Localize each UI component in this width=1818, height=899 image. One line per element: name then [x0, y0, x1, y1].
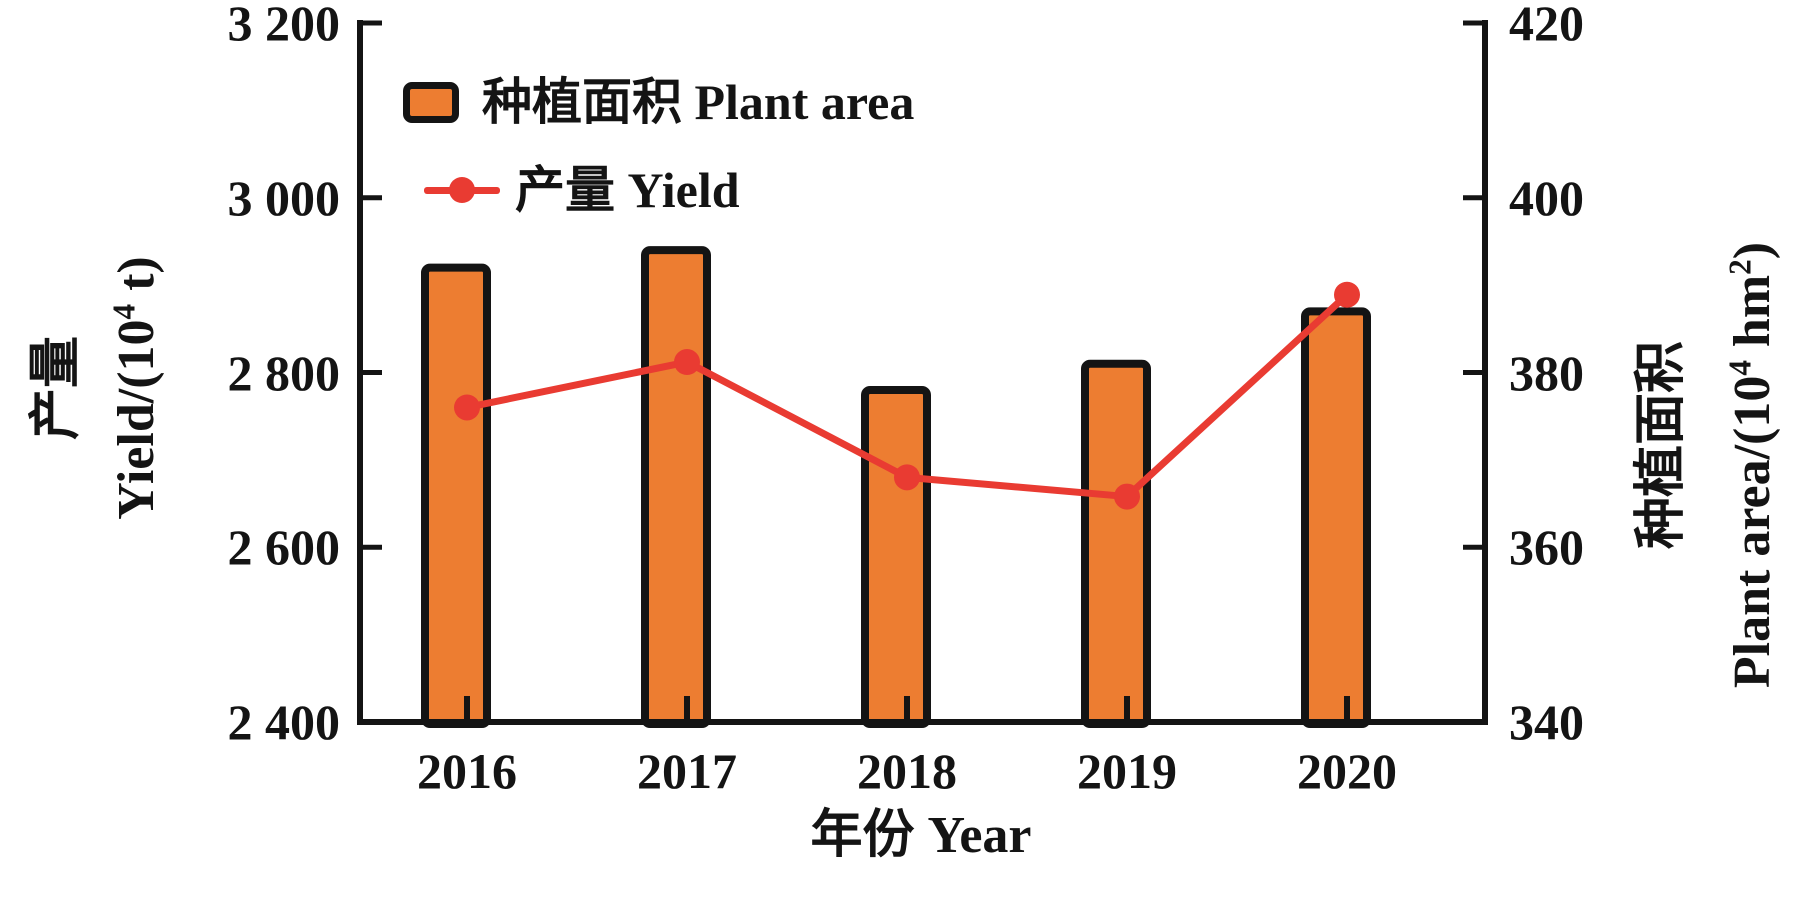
right-axis-title-en: Plant area/(104 hm2): [1723, 241, 1781, 689]
right-axis-title-en-sup: 4: [1722, 360, 1758, 376]
left-axis-title-zh: 产量: [28, 335, 85, 441]
right-axis-title-en-pre: Plant area/(10: [1724, 375, 1781, 689]
bar-series: [421, 246, 1371, 729]
plant-area-bar-2020: [1301, 307, 1371, 728]
plant-area-bar-2016: [421, 263, 491, 728]
yield-dot-2019: [1114, 483, 1140, 510]
right-tick-label-0: 420: [1509, 0, 1584, 51]
left-tick-label-2: 2 800: [227, 344, 341, 401]
x-tick-label-2017: 2017: [637, 743, 737, 799]
right-tick-label-3: 360: [1509, 519, 1584, 576]
x-tick-label-2020: 2020: [1297, 743, 1397, 799]
left-axis-title-en: Yield/(104 t): [107, 256, 165, 520]
yield-dots: [454, 281, 1360, 510]
right-tick-label-1: 400: [1509, 169, 1584, 226]
left-tick-label-0: 3 200: [227, 0, 341, 51]
left-axis-title-en-post: t): [108, 256, 165, 304]
right-axis-title-zh: 种植面积: [1633, 340, 1690, 550]
yield-dot-2020: [1334, 281, 1360, 308]
yield-dot-2017: [674, 349, 700, 376]
legend-label-plant-area: 种植面积 Plant area: [482, 74, 915, 130]
left-tick-label-3: 2 600: [227, 519, 341, 576]
right-tick-label-2: 380: [1509, 344, 1584, 401]
left-tick-label-4: 2 400: [227, 694, 341, 750]
x-tick-label-2016: 2016: [417, 743, 517, 799]
x-tick-label-2019: 2019: [1077, 743, 1177, 799]
right-axis-title-en-mid: hm: [1724, 274, 1781, 361]
right-tick-label-4: 340: [1509, 694, 1584, 750]
legend-dot-icon: [449, 177, 475, 203]
left-tick-label-1: 3 000: [227, 169, 341, 226]
yield-dot-2018: [894, 464, 920, 491]
plant-area-bar-2019: [1081, 359, 1151, 728]
left-axis-title-en-sup: 4: [106, 303, 142, 320]
legend-bar-swatch-icon: [403, 82, 459, 123]
x-axis-title: 年份 Year: [810, 807, 1032, 864]
right-axis-title-en-sup2: 2: [1722, 259, 1758, 275]
plant-area-bar-2017: [641, 246, 711, 729]
legend-label-yield: 产量 Yield: [515, 162, 740, 218]
left-axis-title-en-pre: Yield/(10: [108, 319, 165, 520]
yield-dot-2016: [454, 394, 480, 421]
right-axis-title-en-post: ): [1724, 241, 1781, 260]
x-tick-label-2018: 2018: [857, 743, 957, 799]
axes: [357, 20, 1488, 725]
plant-area-bar-2018: [861, 385, 931, 728]
